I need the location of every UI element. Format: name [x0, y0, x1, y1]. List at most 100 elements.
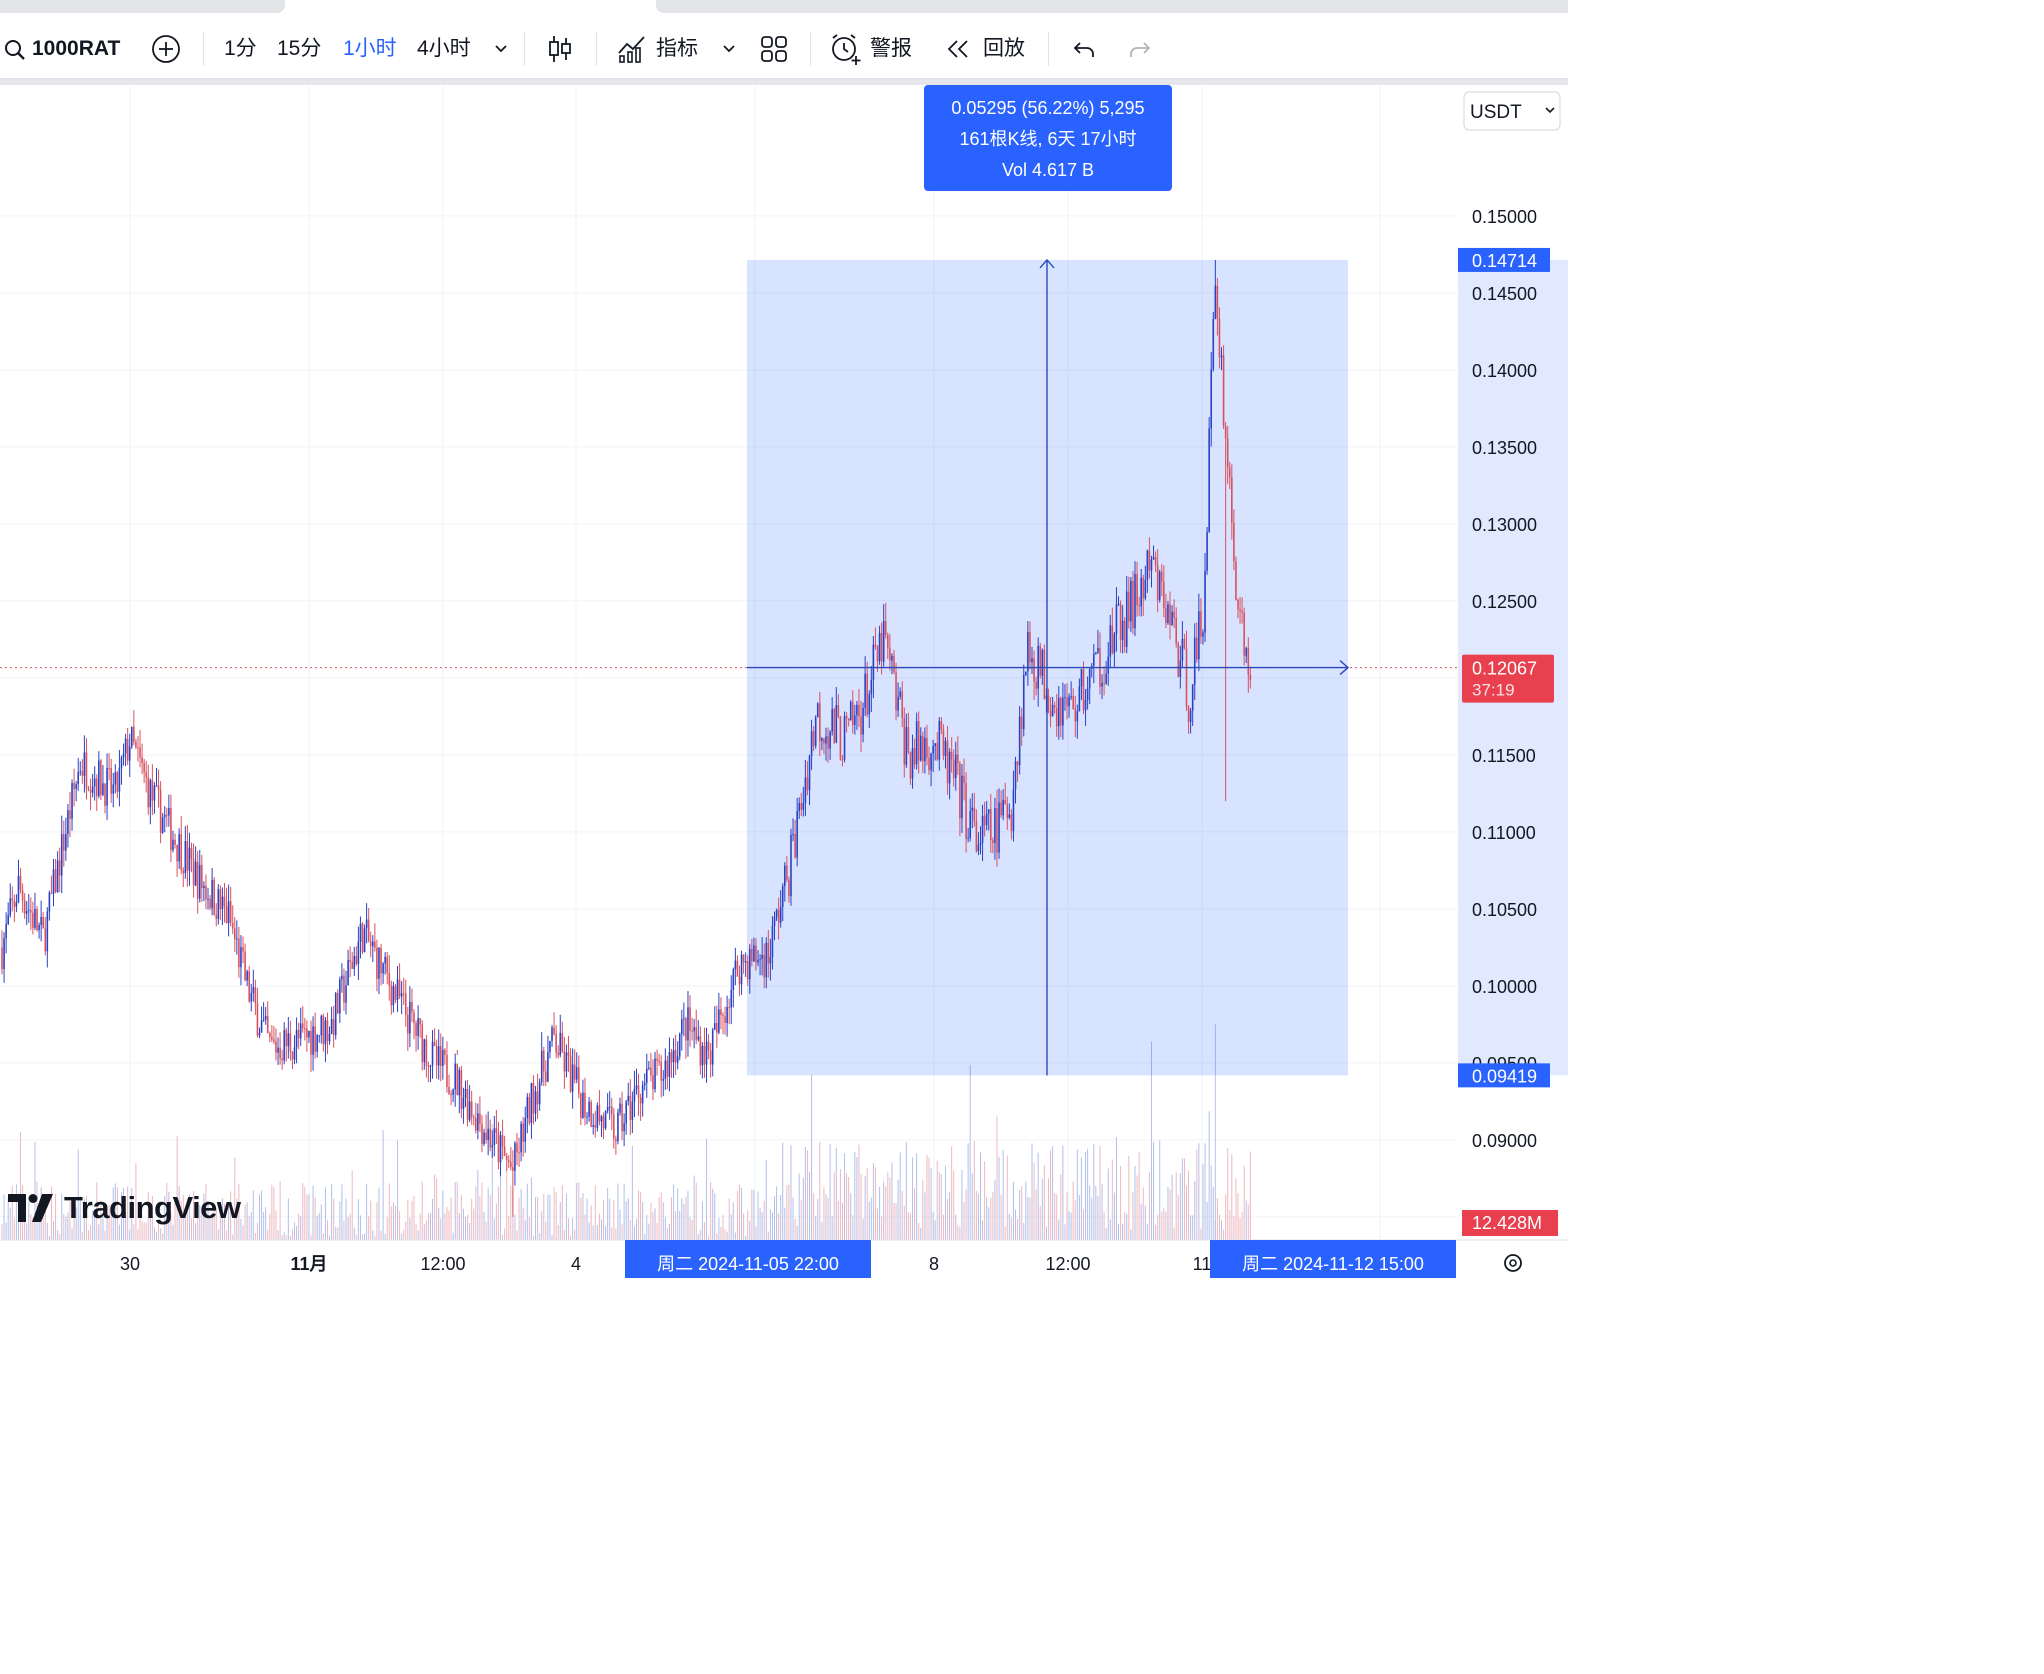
interval-4h[interactable]: 4小时 — [417, 37, 471, 60]
candle-body — [538, 1082, 541, 1105]
candle-body — [899, 691, 901, 697]
candle-body — [683, 1018, 685, 1020]
browser-tab[interactable] — [0, 0, 285, 13]
volume-bar — [1118, 1224, 1120, 1240]
volume-bar — [841, 1202, 843, 1240]
candle-body — [549, 1040, 551, 1053]
alarm-icon[interactable] — [829, 32, 863, 66]
candle-body — [1132, 580, 1134, 629]
currency-selector-label[interactable]: USDT — [1470, 102, 1522, 123]
volume-bar — [362, 1234, 363, 1240]
candle-body — [948, 752, 951, 784]
volume-bar — [15, 1184, 17, 1240]
volume-bar — [718, 1217, 720, 1240]
candle-body — [969, 810, 971, 838]
candle-body — [1121, 620, 1124, 640]
volume-bar — [528, 1216, 530, 1240]
redo-icon[interactable] — [1128, 38, 1152, 60]
interval-15m[interactable]: 15分 — [277, 37, 322, 60]
candle-body — [946, 740, 949, 784]
candle-body — [1142, 577, 1145, 599]
volume-bar — [708, 1235, 710, 1240]
alert-button[interactable]: 警报 — [870, 37, 912, 60]
candle-body — [1025, 671, 1027, 675]
measure-label-line: 161根K线, 6天 17小时 — [959, 129, 1136, 149]
symbol-name[interactable]: 1000RAT — [32, 37, 121, 60]
add-symbol-icon[interactable] — [151, 34, 181, 64]
candles-icon[interactable] — [547, 34, 573, 64]
candle-body — [322, 1015, 325, 1045]
volume-bar — [1144, 1205, 1146, 1240]
volume-bar — [357, 1199, 359, 1240]
replay-button[interactable]: 回放 — [983, 37, 1025, 60]
candle-body — [730, 990, 733, 1008]
volume-bar — [304, 1186, 306, 1240]
volume-bar — [277, 1230, 279, 1240]
volume-bar — [706, 1138, 708, 1240]
candle-body — [1241, 611, 1243, 613]
volume-bar — [397, 1140, 399, 1240]
browser-tab[interactable] — [656, 0, 1568, 13]
volume-bar — [563, 1230, 565, 1240]
volume-bar — [1161, 1211, 1163, 1240]
volume-bar — [642, 1201, 644, 1240]
candle-body — [561, 1032, 564, 1052]
candle-body — [330, 1019, 333, 1034]
volume-bar — [7, 1198, 9, 1240]
volume-bar — [1233, 1216, 1235, 1240]
candle-body — [545, 1071, 547, 1082]
volume-bar — [1023, 1223, 1025, 1240]
chevron-down-icon[interactable] — [494, 44, 508, 54]
volume-bar — [57, 1229, 59, 1240]
chevron-down-icon[interactable] — [722, 44, 736, 54]
volume-bar — [331, 1184, 333, 1240]
price-tick-label: 0.12500 — [1472, 592, 1537, 612]
replay-icon[interactable] — [946, 38, 972, 60]
candle-body — [21, 889, 24, 901]
indicators-icon[interactable] — [617, 33, 647, 63]
candle-body — [800, 803, 803, 810]
candle-body — [1086, 688, 1089, 700]
volume-bar — [269, 1213, 271, 1240]
volume-bar — [673, 1184, 675, 1240]
undo-icon[interactable] — [1072, 38, 1096, 60]
candle-body — [520, 1123, 522, 1153]
candle-body — [1055, 707, 1058, 727]
candle-body — [751, 949, 753, 962]
candle-body — [386, 956, 389, 973]
volume-bar — [932, 1211, 934, 1240]
candle-body — [532, 1083, 535, 1114]
volume-bar — [1126, 1213, 1128, 1240]
candle-body — [602, 1116, 605, 1129]
volume-bar — [877, 1208, 878, 1240]
candle-body — [266, 1015, 269, 1034]
volume-bar — [504, 1228, 506, 1240]
volume-bar — [417, 1230, 419, 1240]
interval-1h[interactable]: 1小时 — [343, 37, 397, 60]
volume-bar — [940, 1174, 942, 1240]
candle-body — [891, 655, 893, 661]
indicators-button[interactable]: 指标 — [656, 37, 698, 60]
volume-bar — [736, 1190, 738, 1240]
volume-bar — [1231, 1154, 1233, 1240]
price-tick-label: 0.13500 — [1472, 438, 1537, 458]
candle-body — [804, 777, 807, 803]
volume-bar — [658, 1197, 660, 1240]
candle-body — [596, 1105, 599, 1128]
volume-bar — [438, 1207, 440, 1240]
interval-1m[interactable]: 1分 — [224, 37, 257, 60]
candle-body — [913, 748, 916, 765]
layout-grid-icon[interactable] — [760, 35, 788, 63]
volume-bar — [485, 1221, 487, 1240]
volume-bar — [1037, 1152, 1039, 1240]
candle-body — [390, 985, 393, 1006]
volume-bar — [749, 1220, 751, 1240]
volume-bar — [102, 1213, 104, 1240]
candle-body — [1020, 716, 1023, 730]
candle-body — [233, 928, 236, 940]
volume-bar — [1027, 1196, 1029, 1240]
search-icon[interactable] — [4, 39, 26, 61]
price-chart[interactable]: 0.05295 (56.22%) 5,295 161根K线, 6天 17小时 Vol… — [0, 85, 1568, 1284]
volume-bar — [440, 1218, 442, 1240]
candle-body — [1107, 656, 1110, 674]
